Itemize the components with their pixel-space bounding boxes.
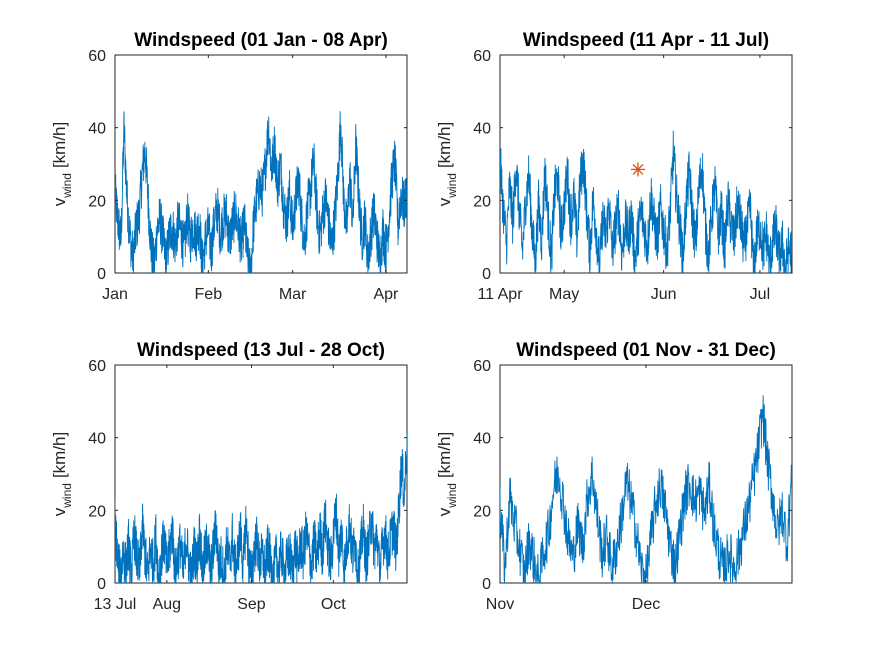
subplot-3: 0 20 40 60 13 Jul Aug Sep Oct Windspeed (13 Jul … — [50, 340, 408, 613]
y-tick-label: 60 — [88, 48, 106, 65]
y-axis-label: vwind [km/h] — [435, 432, 459, 516]
subplots: 0 20 40 60 Jan Feb Mar Apr Windspeed (01 Jan - 0… — [50, 30, 793, 613]
highlight-marker — [630, 162, 645, 177]
y-axis-label-unit: [km/h] — [50, 122, 69, 168]
y-tick-label: 40 — [473, 121, 491, 138]
y-axis-label-main: v — [435, 197, 454, 206]
y-tick-label: 60 — [473, 48, 491, 65]
y-axis-label: vwind [km/h] — [50, 432, 74, 516]
y-axis-label-main: v — [50, 507, 69, 516]
axes-box — [499, 364, 793, 584]
y-axis-label-subscript: wind — [60, 173, 74, 199]
subplot-2: 0 20 40 60 11 Apr May Jun Jul Windspeed (11 Apr … — [435, 30, 793, 303]
subplot-1: 0 20 40 60 Jan Feb Mar Apr Windspeed (01 Jan - 0… — [50, 30, 408, 303]
y-tick-label: 60 — [88, 358, 106, 375]
x-tick-label: Oct — [321, 596, 346, 613]
y-axis-label-subscript: wind — [445, 173, 459, 199]
y-tick-label: 0 — [97, 576, 106, 593]
subplot-title: Windspeed (13 Jul - 28 Oct) — [137, 340, 385, 361]
y-axis-label-unit: [km/h] — [50, 432, 69, 478]
subplot-title: Windspeed (11 Apr - 11 Jul) — [523, 30, 769, 51]
x-tick-label: Feb — [195, 286, 223, 303]
x-tick-label: Sep — [237, 596, 266, 613]
y-tick-label: 0 — [482, 266, 491, 283]
y-axis-label: vwind [km/h] — [50, 122, 74, 206]
y-tick-label: 0 — [97, 266, 106, 283]
x-tick-label: Mar — [279, 286, 307, 303]
y-tick-label: 0 — [482, 576, 491, 593]
subplot-4: 0 20 40 60 Nov Dec Windspeed (01 Nov - 31 Dec)… — [435, 340, 793, 613]
y-tick-label: 20 — [88, 193, 106, 210]
y-tick-label: 40 — [88, 121, 106, 138]
y-tick-label: 60 — [473, 358, 491, 375]
x-tick-label: Aug — [153, 596, 181, 613]
y-tick-label: 40 — [88, 431, 106, 448]
series-line-1 — [500, 130, 792, 273]
y-tick-label: 20 — [473, 503, 491, 520]
x-tick-label: Jul — [750, 286, 770, 303]
series-line-1 — [115, 111, 407, 273]
y-axis-label: vwind [km/h] — [435, 122, 459, 206]
series-line-1 — [115, 434, 407, 583]
subplot-title: Windspeed (01 Jan - 08 Apr) — [134, 30, 388, 51]
y-axis-label-main: v — [50, 197, 69, 206]
marker-stroke — [632, 164, 644, 175]
subplot-title: Windspeed (01 Nov - 31 Dec) — [516, 340, 776, 361]
y-axis-label-subscript: wind — [60, 483, 74, 509]
series-line-1 — [500, 395, 792, 583]
y-tick-label: 20 — [473, 193, 491, 210]
x-tick-label: May — [549, 286, 579, 303]
y-tick-label: 40 — [473, 431, 491, 448]
y-axis-label-unit: [km/h] — [435, 432, 454, 478]
y-axis-label-main: v — [435, 507, 454, 516]
x-tick-label: Jan — [102, 286, 128, 303]
y-axis-label-unit: [km/h] — [435, 122, 454, 168]
x-tick-label: Jun — [651, 286, 677, 303]
x-tick-label: 11 Apr — [477, 286, 523, 303]
x-tick-label: 13 Jul — [94, 596, 137, 613]
x-tick-label: Nov — [486, 596, 514, 613]
x-tick-label: Apr — [373, 286, 399, 303]
y-axis-label-subscript: wind — [445, 483, 459, 509]
x-tick-label: Dec — [632, 596, 660, 613]
y-tick-label: 20 — [88, 503, 106, 520]
